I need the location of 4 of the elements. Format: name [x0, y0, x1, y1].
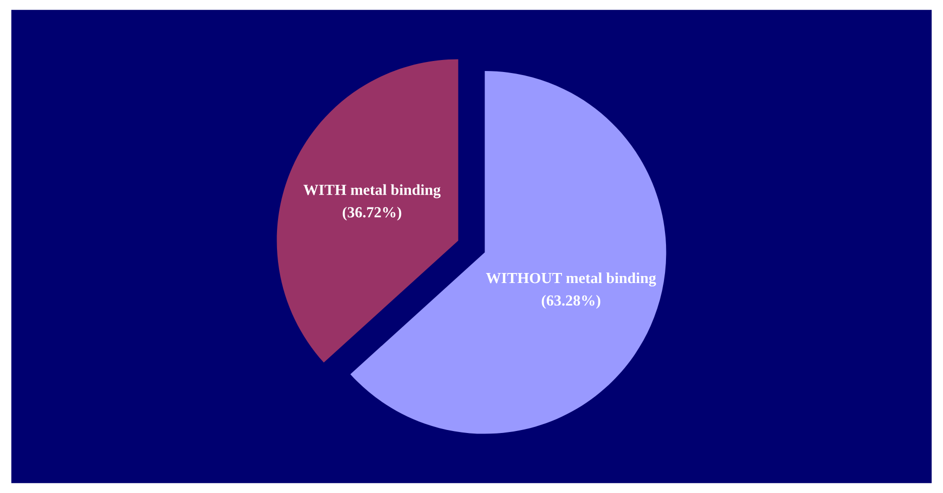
slice-label: WITHOUT metal binding [486, 272, 656, 286]
data-label: (36.72%) [342, 206, 402, 221]
data-label: (63.28%) [542, 294, 600, 309]
slice-label: WITH metal binding [303, 184, 441, 198]
